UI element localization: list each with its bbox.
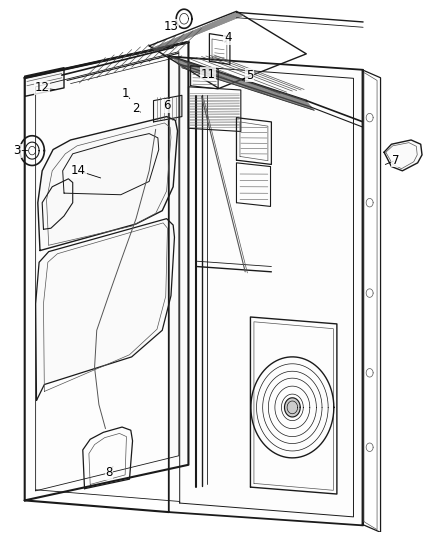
Polygon shape (35, 219, 174, 400)
Text: 5: 5 (246, 69, 253, 82)
Text: 3: 3 (14, 144, 21, 157)
Text: 12: 12 (35, 82, 49, 94)
Text: 2: 2 (132, 102, 140, 115)
Polygon shape (25, 68, 64, 96)
Polygon shape (38, 117, 177, 251)
Text: 8: 8 (105, 466, 113, 479)
Text: 1: 1 (121, 87, 129, 100)
Polygon shape (285, 398, 300, 417)
Polygon shape (169, 56, 363, 526)
Polygon shape (153, 95, 182, 122)
Polygon shape (384, 140, 422, 171)
Text: 4: 4 (224, 31, 231, 44)
Text: 6: 6 (163, 100, 170, 112)
Polygon shape (25, 42, 188, 500)
Text: 14: 14 (71, 164, 86, 177)
Text: 13: 13 (163, 20, 178, 33)
Text: 11: 11 (201, 68, 215, 80)
Text: 7: 7 (392, 154, 399, 167)
